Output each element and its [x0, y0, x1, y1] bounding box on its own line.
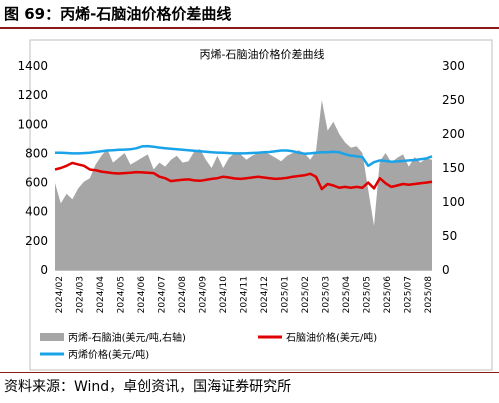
left-tick-label: 1400: [17, 59, 48, 73]
x-tick-label: 2024/04: [96, 276, 106, 314]
figure-title: 图 69：丙烯-石脑油价格价差曲线: [4, 5, 232, 23]
x-tick-label: 2024/10: [219, 276, 229, 314]
x-tick-label: 2025/03: [322, 276, 332, 313]
x-tick-label: 2024/05: [117, 276, 127, 313]
x-tick-label: 2024/07: [158, 276, 168, 313]
title-rule: [0, 27, 499, 29]
x-tick-label: 2025/01: [281, 276, 291, 313]
x-tick-label: 2025/07: [404, 276, 414, 313]
legend-label-naphtha: 石脑油价格(美元/吨): [286, 331, 377, 344]
x-tick-label: 2025/06: [383, 276, 393, 314]
left-tick-label: 600: [25, 176, 48, 190]
x-tick-label: 2025/05: [363, 276, 373, 313]
x-tick-label: 2024/12: [260, 276, 270, 313]
left-tick-label: 400: [25, 205, 48, 219]
right-tick-label: 300: [442, 59, 465, 73]
propylene-price-line: [55, 144, 433, 168]
left-tick-label: 800: [25, 146, 48, 160]
chart-title: 丙烯-石脑油价格价差曲线: [200, 47, 325, 61]
x-tick-label: 2024/02: [55, 276, 65, 313]
naphtha-price-line: [54, 161, 433, 191]
right-tick-label: 100: [442, 195, 465, 209]
spread-area-layer: [55, 100, 432, 270]
legend-label-propylene: 丙烯价格(美元/吨): [68, 348, 149, 361]
legend-swatch-spread: [40, 333, 64, 341]
right-tick-label: 250: [442, 93, 465, 107]
x-tick-label: 2024/09: [199, 276, 209, 314]
x-tick-label: 2024/08: [178, 276, 188, 314]
left-tick-label: 1000: [17, 117, 48, 131]
x-tick-label: 2025/08: [424, 276, 434, 314]
x-axis-ticks: 2024/02 2024/03 2024/04 2024/05 2024/06 2024/…: [55, 276, 434, 314]
left-tick-label: 0: [40, 263, 48, 277]
spread-area-series: [55, 100, 432, 270]
left-axis-ticks: 0 200 400 600 800 1000 1200 1400: [17, 59, 48, 277]
right-tick-label: 0: [442, 263, 450, 277]
x-tick-label: 2024/03: [76, 276, 86, 313]
chart-border: [29, 39, 493, 371]
right-tick-label: 200: [442, 127, 465, 141]
x-tick-label: 2024/06: [137, 276, 147, 314]
x-tick-label: 2025/02: [301, 276, 311, 313]
right-tick-label: 50: [442, 229, 457, 243]
right-axis-ticks: 0 50 100 150 200 250 300: [442, 59, 465, 277]
left-tick-label: 1200: [17, 88, 48, 102]
legend: 丙烯-石脑油(美元/吨,右轴) 石脑油价格(美元/吨) 丙烯价格(美元/吨): [40, 331, 377, 361]
legend-label-spread: 丙烯-石脑油(美元/吨,右轴): [68, 331, 186, 344]
footer-rule: [0, 372, 499, 373]
source-note: 资料来源：Wind，卓创资讯，国海证券研究所: [4, 379, 292, 395]
left-tick-label: 200: [25, 234, 48, 248]
right-tick-label: 150: [442, 161, 465, 175]
x-tick-label: 2024/11: [240, 276, 250, 313]
price-lines-layer: [54, 144, 433, 191]
x-tick-label: 2025/04: [342, 276, 352, 314]
